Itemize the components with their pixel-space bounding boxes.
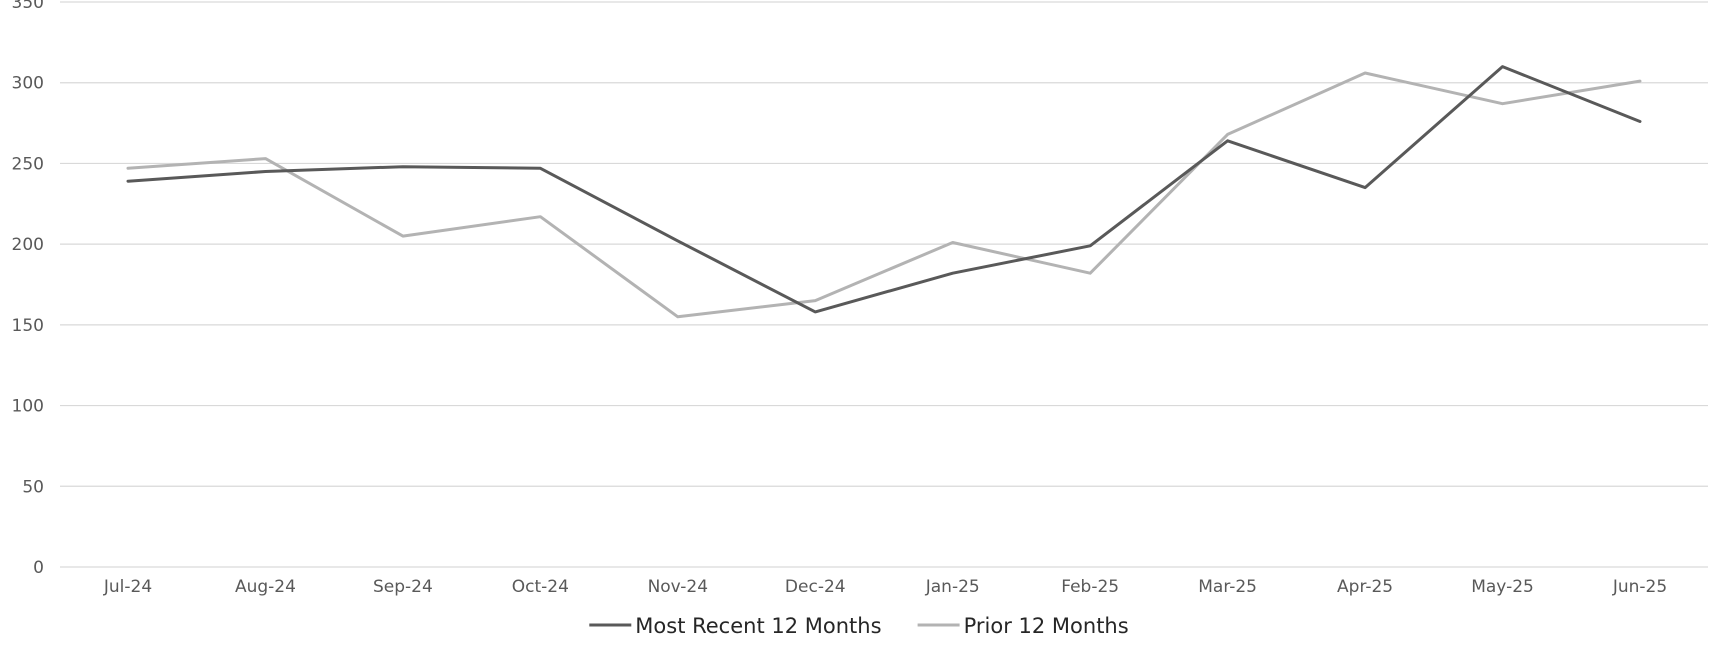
series-line-prior-12-months (126, 71, 1642, 319)
x-tick-label: Oct-24 (512, 577, 569, 597)
x-tick-label: Jun-25 (1612, 577, 1667, 597)
x-tick-label: Apr-25 (1337, 577, 1393, 597)
y-tick-label: 200 (12, 235, 44, 255)
legend-label: Prior 12 Months (964, 614, 1129, 638)
x-tick-label: Jul-24 (103, 577, 152, 597)
legend: Most Recent 12 Months Prior 12 Months (589, 614, 1129, 638)
x-tick-label: Jan-25 (925, 577, 980, 597)
y-tick-label: 250 (12, 154, 44, 174)
legend-item: Prior 12 Months (917, 614, 1129, 638)
legend-label: Most Recent 12 Months (635, 614, 881, 638)
y-tick-label: 0 (33, 558, 44, 578)
y-axis-tick-labels: 0 50 100 150 200 250 300 350 (12, 0, 44, 578)
x-tick-label: May-25 (1471, 577, 1534, 597)
x-tick-label: Sep-24 (373, 577, 433, 597)
y-tick-label: 350 (12, 0, 44, 13)
legend-item: Most Recent 12 Months (589, 614, 882, 638)
x-tick-label: Aug-24 (235, 577, 296, 597)
y-tick-label: 50 (22, 477, 44, 497)
series-lines (126, 65, 1642, 319)
x-tick-label: Feb-25 (1061, 577, 1119, 597)
x-tick-label: Dec-24 (785, 577, 846, 597)
y-tick-label: 100 (12, 397, 44, 417)
gridlines (60, 1, 1708, 568)
y-tick-label: 300 (12, 74, 44, 94)
y-tick-label: 150 (12, 316, 44, 336)
x-tick-label: Nov-24 (648, 577, 709, 597)
x-axis-tick-labels: Jul-24 Aug-24 Sep-24 Oct-24 Nov-24 Dec-24 Jan-… (103, 577, 1667, 597)
series-line-most-recent-12-months (126, 65, 1642, 314)
x-tick-label: Mar-25 (1198, 577, 1257, 597)
